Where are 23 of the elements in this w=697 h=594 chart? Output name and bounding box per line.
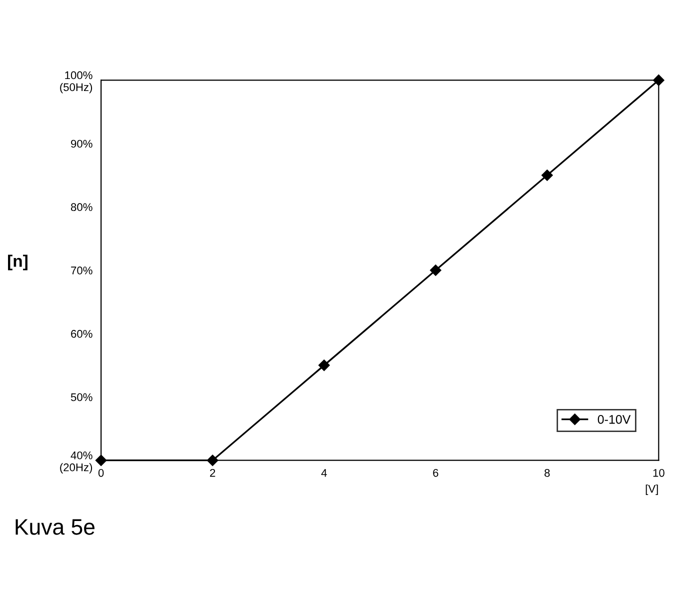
text: Kuva 5e [16, 519, 94, 535]
point [95, 454, 107, 466]
point [542, 170, 553, 181]
y-tick-label: 40% (20Hz) [60, 451, 92, 474]
point [430, 264, 442, 276]
y-tick-label: 100% (50Hz) [60, 71, 92, 94]
x-tick-label: 10 [653, 468, 664, 477]
y-tick-label: 70% [71, 266, 92, 274]
point [318, 360, 330, 371]
y-tick-label: 60% [71, 330, 92, 338]
x-axis-title: [V] [646, 484, 658, 495]
x-tick-label: 0 [98, 468, 104, 477]
y-tick-label: 50% [70, 393, 92, 402]
y-axis-title: [n] [8, 254, 28, 270]
x-tick-label: 4 [321, 469, 327, 477]
x-tick-label: 8 [544, 468, 550, 477]
y-tick-label: 80% [70, 203, 92, 212]
x-tick-label: 2 [210, 468, 216, 477]
legend-label: 0-10V [598, 414, 631, 424]
y-tick-label: 90% [71, 140, 92, 148]
x-tick-label: 6 [433, 468, 438, 477]
point [206, 454, 218, 466]
point [653, 74, 664, 86]
